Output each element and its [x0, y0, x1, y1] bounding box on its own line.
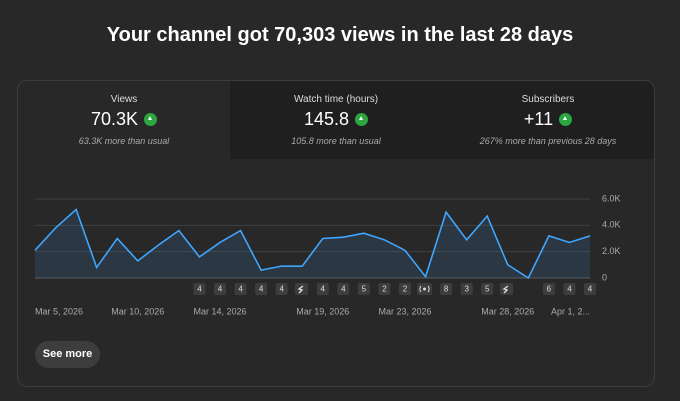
panel: Views 70.3K 63.3K more than usual Watch …: [17, 80, 655, 387]
upload-count: 4: [197, 285, 202, 294]
page-title: Your channel got 70,303 views in the las…: [106, 24, 574, 46]
upload-count: 5: [362, 285, 367, 294]
card-label: Views: [110, 94, 138, 105]
upload-count: 4: [238, 285, 243, 294]
up-icon: [355, 113, 369, 126]
live-icon: [417, 283, 432, 295]
card-note: 105.8 more than usual: [291, 136, 381, 146]
x-tick-label: Mar 5, 2026: [35, 306, 83, 316]
up-icon: [559, 113, 573, 126]
up-icon: [144, 113, 158, 126]
upload-marker: [460, 283, 473, 295]
short-icon: [500, 283, 513, 295]
card-value: 70.3K: [90, 109, 139, 129]
short-icon: [295, 283, 308, 295]
y-tick-label: 2.0K: [602, 246, 621, 256]
upload-marker: [542, 283, 555, 295]
upload-count: 8: [444, 285, 449, 294]
upload-marker: [316, 283, 329, 295]
upload-count: 4: [259, 285, 264, 294]
card-value: +11: [523, 109, 554, 129]
x-tick-label: Apr 1, 2...: [551, 306, 590, 316]
card[interactable]: Views 70.3K 63.3K more than usual: [18, 81, 230, 159]
upload-marker: [193, 283, 206, 295]
upload-count: 2: [403, 285, 408, 294]
upload-marker: [337, 283, 350, 295]
upload-count: 4: [279, 285, 284, 294]
upload-count: 3: [464, 285, 469, 294]
upload-marker: [378, 283, 391, 295]
upload-marker: [584, 283, 596, 295]
card-value: 145.8: [303, 109, 350, 129]
y-tick-label: 0: [602, 272, 607, 282]
see-more-button[interactable]: See more: [35, 341, 100, 368]
y-tick-label: 4.0K: [602, 220, 621, 230]
upload-marker: [234, 283, 247, 295]
upload-marker: [255, 283, 268, 295]
card-label: Subscribers: [521, 94, 575, 105]
upload-count: 5: [485, 285, 490, 294]
x-tick-label: Mar 23, 2026: [378, 306, 431, 316]
area: [35, 209, 590, 278]
upload-count: 4: [321, 285, 326, 294]
upload-count: 4: [341, 285, 346, 294]
upload-marker: [481, 283, 494, 295]
upload-count: 4: [567, 285, 572, 294]
upload-count: 6: [547, 285, 552, 294]
upload-marker: [357, 283, 370, 295]
card-label: Watch time (hours): [293, 94, 379, 105]
card-note: 63.3K more than usual: [78, 136, 170, 146]
x-tick-label: Mar 14, 2026: [193, 306, 246, 316]
upload-count: 2: [382, 285, 387, 294]
upload-marker: [214, 283, 226, 295]
y-tick-label: 6.0K: [602, 193, 621, 203]
x-tick-label: Mar 19, 2026: [296, 306, 349, 316]
upload-marker: [275, 283, 288, 295]
upload-count: 4: [218, 285, 223, 294]
line: [34, 208, 591, 280]
upload-marker: [563, 283, 576, 295]
card-note: 267% more than previous 28 days: [479, 136, 617, 146]
x-tick-label: Mar 10, 2026: [111, 306, 164, 316]
card[interactable]: Subscribers +11 267% more than previous …: [442, 81, 654, 159]
upload-marker: [440, 283, 453, 295]
upload-count: 4: [588, 285, 593, 294]
card[interactable]: Watch time (hours) 145.8 105.8 more than…: [230, 81, 442, 159]
x-tick-label: Mar 28, 2026: [481, 306, 534, 316]
upload-marker: [399, 283, 411, 295]
